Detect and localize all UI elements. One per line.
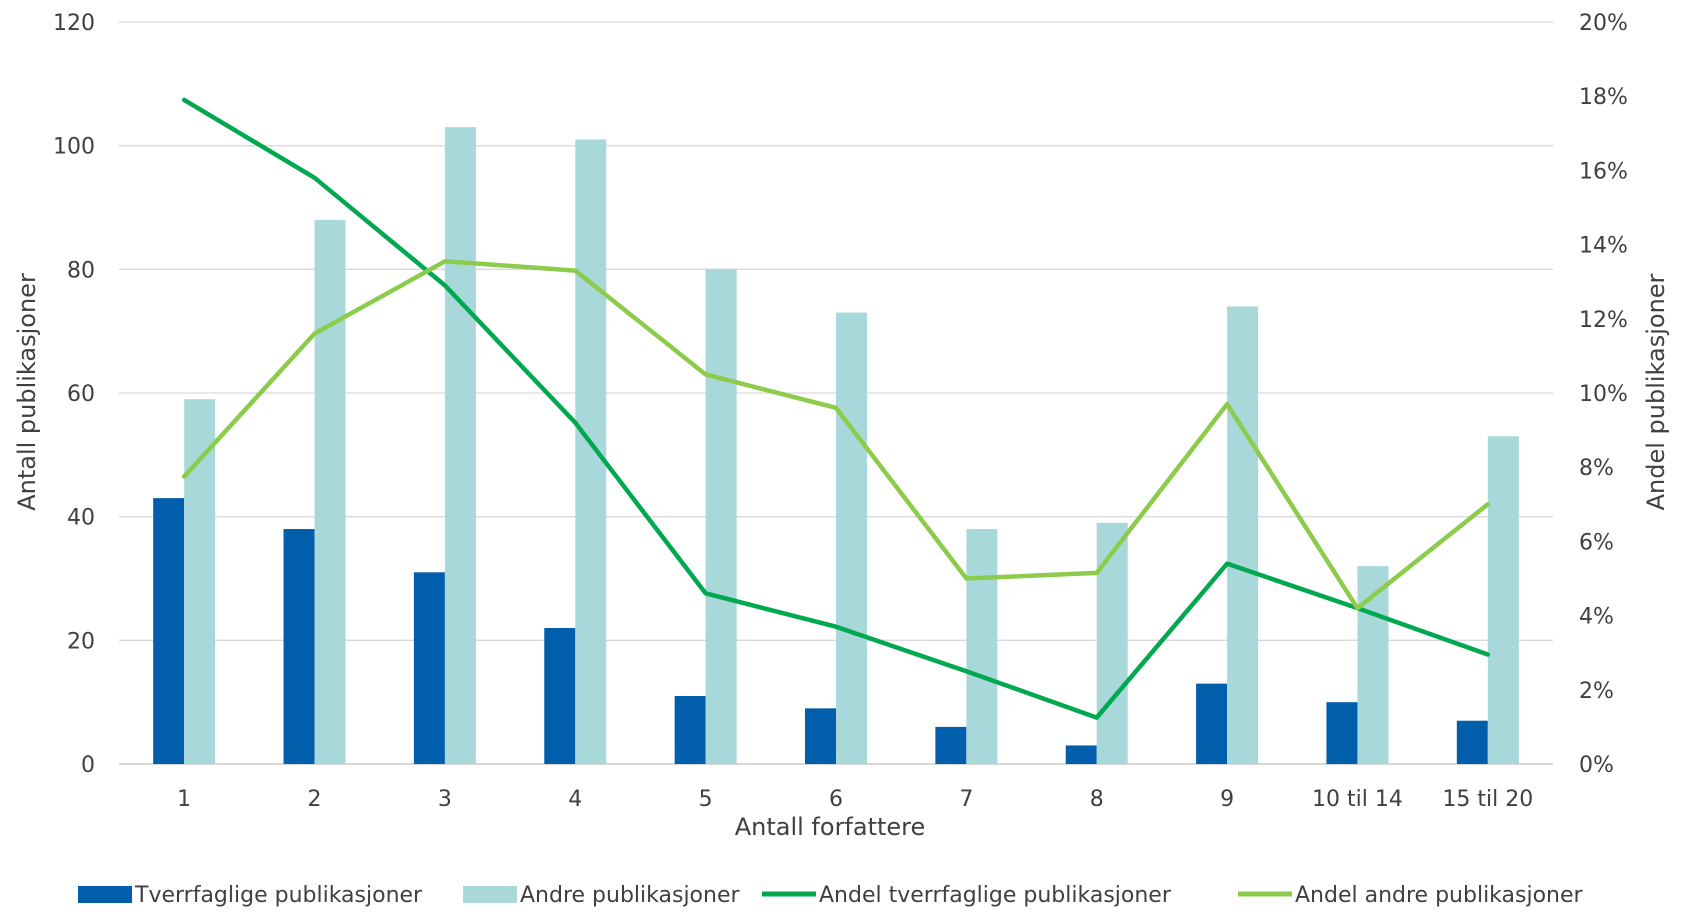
- y-tick-label: 0: [81, 753, 95, 778]
- x-tick-label: 1: [177, 787, 191, 812]
- x-axis-title: Antall forfattere: [735, 813, 926, 841]
- bar: [444, 127, 476, 764]
- legend-label: Andre publikasjoner: [520, 883, 740, 908]
- y-tick-label: 80: [67, 258, 95, 283]
- y2-tick-label: 12%: [1579, 308, 1628, 333]
- x-tick-label: 15 til 20: [1442, 787, 1533, 812]
- x-tick-label: 8: [1090, 787, 1104, 812]
- legend-label: Tverrfaglige publikasjoner: [134, 883, 423, 908]
- bar: [1326, 702, 1358, 764]
- bar: [544, 627, 576, 764]
- y2-tick-label: 14%: [1579, 234, 1628, 259]
- bar: [935, 726, 967, 764]
- y-tick-label: 120: [53, 11, 95, 36]
- axes: 0 20 40 60 80 100 120 0% 2% 4% 6% 8% 10% 12% 14% 16% 18%…: [53, 11, 1628, 812]
- x-tick-label: 7: [959, 787, 973, 812]
- series-line: [181, 97, 1491, 720]
- y2-tick-label: 4%: [1579, 605, 1614, 630]
- bar: [153, 498, 185, 764]
- x-tick-label: 3: [438, 787, 452, 812]
- bar: [1196, 683, 1228, 764]
- y2-axis-title: Andel publikasjoner: [1642, 273, 1670, 510]
- x-tick-label: 2: [308, 787, 322, 812]
- legend-label: Andel andre publikasjoner: [1295, 883, 1584, 908]
- x-tick-label: 5: [699, 787, 713, 812]
- legend-label: Andel tverrfaglige publikasjoner: [819, 883, 1172, 908]
- y-tick-label: 40: [67, 506, 95, 531]
- y-tick-label: 100: [53, 135, 95, 160]
- bar: [705, 269, 737, 764]
- bar: [1456, 720, 1488, 764]
- x-tick-label: 9: [1220, 787, 1234, 812]
- bar: [674, 695, 706, 764]
- y2-tick-label: 18%: [1579, 85, 1628, 110]
- x-tick-label: 4: [568, 787, 582, 812]
- y2-tick-label: 16%: [1579, 159, 1628, 184]
- bar: [1227, 306, 1259, 764]
- bar: [1357, 566, 1389, 764]
- legend-swatch: [78, 886, 132, 903]
- y2-tick-label: 10%: [1579, 382, 1628, 407]
- bar: [283, 529, 315, 764]
- bar: [184, 399, 216, 764]
- bar: [805, 708, 836, 764]
- y2-tick-label: 0%: [1579, 753, 1614, 778]
- bars: [153, 127, 1519, 764]
- y-tick-label: 60: [67, 382, 95, 407]
- y2-tick-label: 20%: [1579, 11, 1628, 36]
- y2-tick-label: 2%: [1579, 679, 1614, 704]
- y-tick-label: 20: [67, 629, 95, 654]
- y2-tick-label: 8%: [1579, 456, 1614, 481]
- bar: [413, 572, 445, 764]
- series-line: [181, 259, 1491, 611]
- bar: [836, 312, 867, 764]
- bar: [966, 529, 998, 764]
- legend-swatch: [463, 886, 517, 903]
- lines: [181, 97, 1491, 720]
- y-axis-title: Antall publikasjoner: [13, 273, 41, 511]
- bar: [575, 139, 607, 764]
- x-tick-label: 10 til 14: [1312, 787, 1403, 812]
- bar: [314, 219, 346, 764]
- bar: [1487, 436, 1519, 764]
- y2-tick-label: 6%: [1579, 530, 1614, 555]
- x-tick-label: 6: [829, 787, 843, 812]
- bar: [1065, 745, 1097, 764]
- legend: Tverrfaglige publikasjoner Andre publikas…: [78, 883, 1584, 908]
- bar: [1096, 522, 1128, 764]
